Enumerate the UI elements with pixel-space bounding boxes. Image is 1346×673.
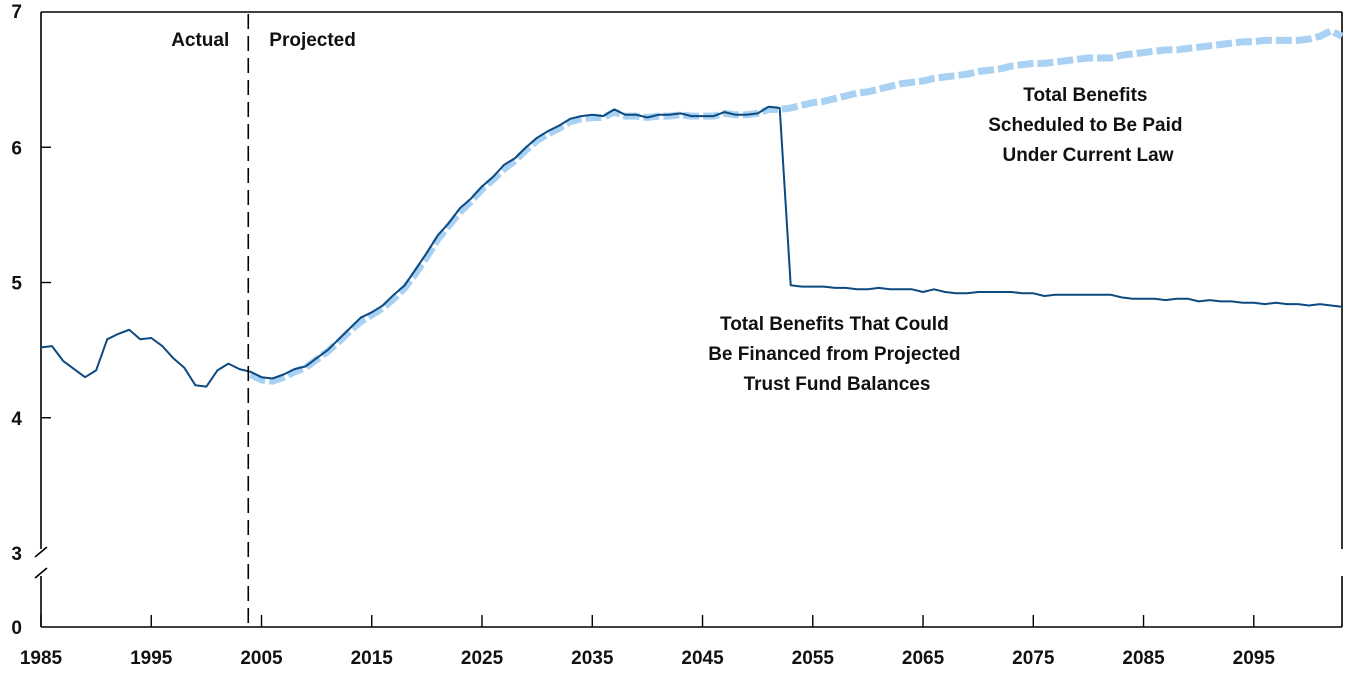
x-tick-label: 2065: [902, 648, 945, 669]
actual-label: Actual: [171, 30, 229, 51]
x-tick-label: 2055: [792, 648, 835, 669]
financed-annotation-line: Trust Fund Balances: [744, 374, 931, 395]
x-tick-label: 2005: [240, 648, 283, 669]
y-tick-label: 6: [11, 138, 22, 159]
financed-benefits-annotation: Total Benefits That Could Be Financed fr…: [708, 314, 966, 395]
x-axis-ticks: 1985 1995 2005 2015 2025 2035 2045 2055 2065 2075…: [20, 615, 1275, 669]
y-axis-ticks: 0 3 4 5 6 7: [11, 2, 51, 639]
x-tick-label: 2025: [461, 648, 504, 669]
series-layer: [40, 27, 1344, 388]
y-tick-label: 0: [11, 618, 22, 639]
x-tick-label: 2015: [351, 648, 394, 669]
x-tick-label: 1985: [20, 648, 63, 669]
axis-break-mark: [34, 546, 48, 558]
scheduled-annotation-line: Scheduled to Be Paid: [988, 115, 1182, 136]
financed-series-line: [40, 105, 1343, 388]
x-tick-label: 2045: [681, 648, 724, 669]
y-tick-label: 7: [11, 2, 22, 23]
scheduled-annotation-line: Under Current Law: [1002, 145, 1173, 166]
y-tick-label: 5: [11, 274, 22, 295]
x-tick-label: 1995: [130, 648, 173, 669]
x-tick-label: 2075: [1012, 648, 1055, 669]
y-tick-label: 3: [11, 544, 22, 565]
scheduled-annotation-line: Total Benefits: [1023, 85, 1147, 106]
plot-frame: [34, 11, 1343, 628]
x-tick-label: 2085: [1122, 648, 1165, 669]
x-tick-label: 2035: [571, 648, 614, 669]
financed-annotation-line: Be Financed from Projected: [708, 344, 960, 365]
scheduled-series-line: [248, 27, 1344, 385]
x-tick-label: 2095: [1233, 648, 1276, 669]
scheduled-benefits-annotation: Total Benefits Scheduled to Be Paid Unde…: [988, 85, 1188, 166]
projected-label: Projected: [269, 30, 356, 51]
axis-break-mark: [34, 567, 48, 579]
y-tick-label: 4: [11, 409, 22, 430]
financed-annotation-line: Total Benefits That Could: [720, 314, 949, 335]
